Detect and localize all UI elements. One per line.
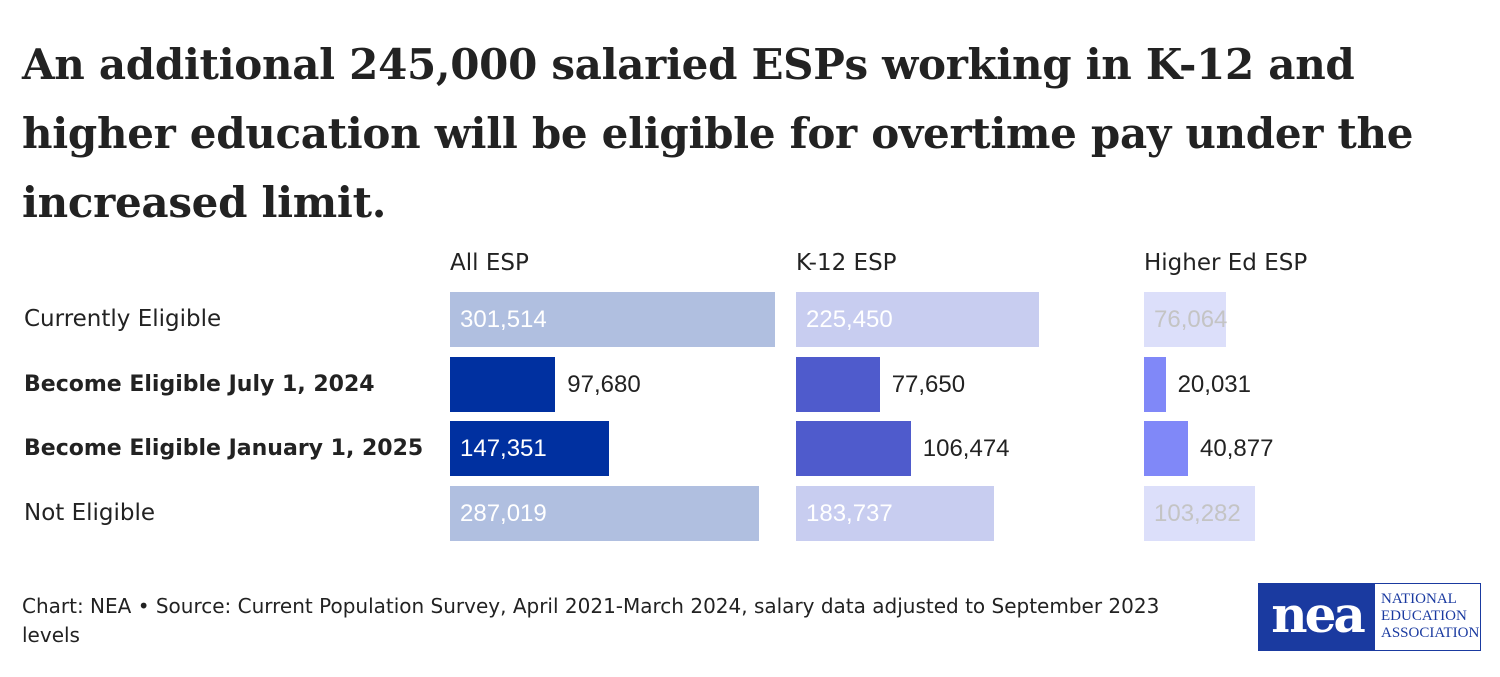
bar [1144, 292, 1226, 347]
data-label: 106,474 [922, 435, 1010, 462]
data-label: 183,737 [806, 499, 893, 527]
chart-title: An additional 245,000 salaried ESPs work… [22, 40, 1414, 227]
column-header: K-12 ESP [796, 250, 897, 276]
bar [1144, 421, 1189, 476]
row-label: Become Eligible January 1, 2025 [24, 436, 424, 461]
data-label: 301,514 [460, 306, 547, 333]
row-label: Become Eligible July 1, 2024 [24, 371, 375, 397]
data-label: 77,650 [891, 370, 966, 398]
bar [796, 356, 880, 412]
nea-logo: nea NATIONAL EDUCATION ASSOCIATION [1258, 583, 1481, 651]
source-note: Chart: NEA • Source: Current Population … [22, 594, 1160, 647]
nea-logo-text: NATIONAL EDUCATION ASSOCIATION [1381, 591, 1480, 641]
bar [1144, 356, 1166, 412]
data-label: 76,064 [1154, 306, 1228, 333]
data-label: 147,351 [460, 435, 547, 462]
bar [796, 485, 995, 541]
row-label: Not Eligible [24, 499, 156, 526]
data-label: 40,877 [1200, 435, 1274, 462]
data-label: 20,031 [1177, 370, 1251, 398]
data-label: 225,450 [806, 306, 893, 333]
bar [796, 421, 911, 476]
column-header: All ESP [450, 250, 529, 276]
nea-logo-mark: nea [1259, 584, 1375, 650]
bar [450, 421, 609, 476]
data-label: 287,019 [460, 499, 547, 527]
bar [1144, 485, 1256, 541]
row-label: Currently Eligible [24, 306, 222, 332]
column-header: Higher Ed ESP [1144, 250, 1308, 276]
data-label: 103,282 [1154, 499, 1241, 527]
bar [450, 485, 760, 541]
bar [796, 292, 1039, 347]
data-label: 97,680 [567, 370, 641, 398]
bar [450, 292, 775, 347]
bar [450, 356, 556, 412]
